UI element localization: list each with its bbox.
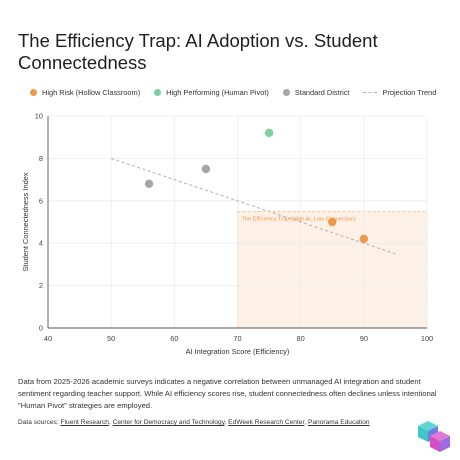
legend-swatch-standard	[282, 88, 290, 96]
legend: High Risk (Hollow Classroom) High Perfor…	[30, 86, 436, 98]
chart-title: The Efficiency Trap: AI Adoption vs. Stu…	[18, 30, 378, 73]
trend-line	[111, 157, 396, 255]
annotation-region	[237, 210, 428, 329]
legend-label-high-performing: High Performing (Human Pivot)	[166, 87, 269, 97]
x-tick-label-40: 40	[44, 334, 52, 343]
x-tick-label-50: 50	[107, 334, 115, 343]
point-high-risk-1	[328, 217, 337, 227]
y-tick-label-4: 4	[39, 239, 43, 248]
legend-item-high-risk[interactable]: High Risk (Hollow Classroom)	[30, 88, 140, 97]
legend-label-standard: Standard District	[294, 87, 350, 97]
x-tick-label-100: 100	[421, 334, 433, 343]
y-axis-label: Student Connectedness Index	[21, 172, 30, 271]
legend-item-trend[interactable]: Projection Trend	[363, 88, 436, 97]
legend-swatch-trend	[363, 91, 378, 93]
legend-label-high-risk: High Risk (Hollow Classroom)	[42, 87, 141, 97]
sources-label: Data sources:	[18, 419, 59, 426]
y-tick-label-2: 2	[39, 281, 43, 290]
x-tick-label-60: 60	[170, 334, 178, 343]
source-link-cdt[interactable]: Center for Democracy and Technology	[112, 419, 225, 426]
source-link-edweek[interactable]: EdWeek Research Center	[228, 419, 305, 426]
x-tick-label-70: 70	[233, 334, 241, 343]
annotation-label: The Efficiency Trap (High AI, Low Connec…	[242, 216, 356, 222]
x-axis-label: AI Integration Score (Efficiency)	[186, 347, 290, 356]
y-tick-label-0: 0	[39, 324, 43, 333]
legend-label-trend: Projection Trend	[382, 87, 437, 97]
point-standard-1	[144, 179, 154, 189]
y-tick-label-6: 6	[39, 196, 43, 205]
source-link-panorama[interactable]: Panorama Education	[307, 419, 370, 426]
y-tick-label-8: 8	[39, 154, 43, 163]
x-tick-label-80: 80	[297, 334, 305, 343]
point-standard-2	[201, 164, 211, 174]
legend-swatch-high-performing	[154, 88, 162, 96]
legend-item-high-performing[interactable]: High Performing (Human Pivot)	[154, 88, 269, 97]
y-tick-label-10: 10	[35, 112, 43, 121]
cube-logo-icon	[418, 421, 450, 452]
point-high-performing-1	[264, 128, 274, 138]
data-sources: Data sources: Fluent Research, Center fo…	[18, 419, 370, 426]
legend-item-standard[interactable]: Standard District	[282, 87, 350, 97]
x-tick-label-90: 90	[360, 334, 368, 343]
point-high-risk-2	[359, 234, 369, 244]
legend-swatch-high-risk	[30, 88, 37, 96]
source-link-fluent-research[interactable]: Fluent Research	[60, 419, 109, 426]
chart-description: Data from 2025-2026 academic surveys ind…	[18, 377, 437, 410]
